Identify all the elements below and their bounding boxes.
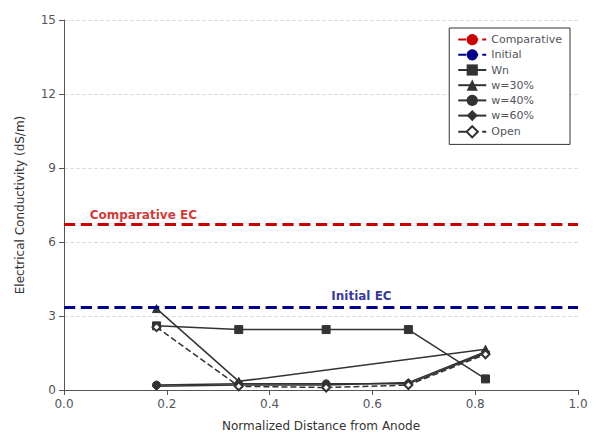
svg-text:0: 0 [48, 383, 56, 397]
svg-text:6: 6 [48, 235, 56, 249]
svg-text:0.0: 0.0 [54, 397, 73, 411]
svg-text:1.0: 1.0 [568, 397, 587, 411]
svg-text:w=40%: w=40% [491, 94, 534, 107]
svg-text:Initial: Initial [491, 48, 521, 61]
svg-text:Comparative EC: Comparative EC [90, 208, 197, 222]
svg-text:w=60%: w=60% [491, 109, 534, 122]
svg-text:12: 12 [41, 87, 56, 101]
svg-text:Electrical Conductivity (dS/m): Electrical Conductivity (dS/m) [13, 116, 27, 295]
svg-text:Normalized Distance from Anode: Normalized Distance from Anode [222, 419, 420, 433]
svg-text:0.8: 0.8 [466, 397, 485, 411]
svg-text:0.4: 0.4 [260, 397, 279, 411]
svg-text:Wn: Wn [491, 64, 509, 77]
svg-text:3: 3 [48, 309, 56, 323]
svg-text:9: 9 [48, 161, 56, 175]
svg-text:0.2: 0.2 [157, 397, 176, 411]
svg-text:Comparative: Comparative [491, 33, 562, 46]
svg-text:15: 15 [41, 13, 56, 27]
svg-text:0.6: 0.6 [363, 397, 382, 411]
svg-text:Initial EC: Initial EC [331, 289, 392, 303]
svg-text:w=30%: w=30% [491, 79, 534, 92]
svg-text:Open: Open [491, 125, 520, 138]
